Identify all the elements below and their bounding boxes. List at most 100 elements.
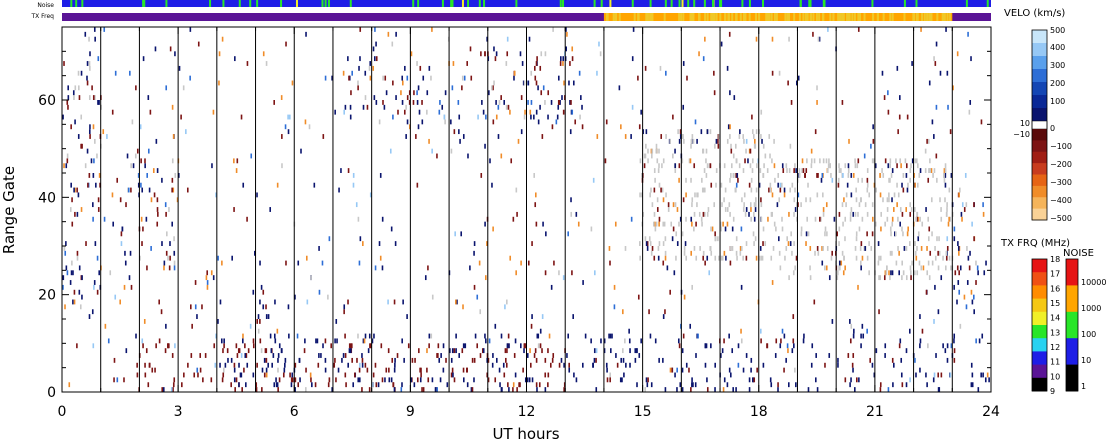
scatter-cell <box>599 51 602 57</box>
scatter-cell <box>359 362 361 368</box>
scatter-cell <box>567 231 569 237</box>
scatter-cell <box>343 309 345 315</box>
scatter-cell <box>168 265 171 271</box>
y-tick-label: 60 <box>38 93 56 109</box>
scatter-cell <box>150 246 152 251</box>
scatter-cell <box>791 250 793 256</box>
scatter-cell <box>878 255 880 261</box>
scatter-cell <box>676 241 679 246</box>
scatter-cell <box>205 275 208 281</box>
velocity-colorbar-label: 500 <box>1050 26 1065 35</box>
scatter-cell <box>647 148 649 154</box>
scatter-cell <box>459 138 461 144</box>
scatter-cell <box>926 382 928 388</box>
scatter-cell <box>820 216 822 222</box>
scatter-cell <box>176 197 179 203</box>
scatter-cell <box>706 129 709 135</box>
scatter-cell <box>92 124 95 130</box>
scatter-cell <box>392 382 395 388</box>
scatter-cell <box>401 75 404 81</box>
scatter-cell <box>909 328 911 334</box>
scatter-cell <box>656 158 659 164</box>
scatter-cell <box>665 192 667 198</box>
scatter-cell <box>790 100 793 105</box>
scatter-cell <box>730 173 732 178</box>
scatter-cell <box>774 177 776 183</box>
scatter-cell <box>73 299 76 305</box>
scatter-cell <box>816 85 818 91</box>
scatter-cell <box>795 202 798 208</box>
scatter-cell <box>259 299 261 305</box>
scatter-cell <box>703 211 706 217</box>
scatter-cell <box>674 148 676 154</box>
scatter-cell <box>769 153 771 159</box>
scatter-cell <box>729 124 731 130</box>
scatter-cell <box>950 265 952 271</box>
scatter-cell <box>830 255 833 261</box>
scatter-cell <box>806 158 808 164</box>
scatter-cell <box>658 163 660 169</box>
scatter-cell <box>284 124 287 130</box>
scatter-cell <box>69 207 72 212</box>
scatter-cell <box>277 357 279 363</box>
scatter-cell <box>416 100 419 105</box>
scatter-cell <box>944 173 947 178</box>
scatter-cell <box>960 211 963 217</box>
scatter-cell <box>517 138 520 144</box>
scatter-cell <box>669 138 672 144</box>
scatter-cell <box>495 114 498 120</box>
scatter-cell <box>471 387 474 392</box>
scatter-cell <box>786 343 789 349</box>
scatter-cell <box>516 387 518 392</box>
scatter-cell <box>536 333 539 339</box>
scatter-cell <box>318 353 320 358</box>
scatter-cell <box>883 275 886 281</box>
scatter-cell <box>787 348 789 354</box>
scatter-cell <box>562 275 565 281</box>
scatter-cell <box>400 387 403 392</box>
scatter-cell <box>826 231 828 237</box>
scatter-cell <box>895 260 898 266</box>
velocity-swatch <box>1032 56 1047 70</box>
scatter-cell <box>928 168 930 173</box>
scatter-cell <box>97 56 100 62</box>
scatter-cell <box>592 362 594 368</box>
scatter-cell <box>819 158 821 164</box>
txfreq-strip-mark <box>915 13 918 21</box>
scatter-cell <box>704 362 707 368</box>
scatter-cell <box>539 65 542 71</box>
scatter-cell <box>702 250 705 256</box>
scatter-cell <box>667 207 670 212</box>
scatter-cell <box>723 250 726 256</box>
scatter-cell <box>128 275 131 281</box>
scatter-cell <box>639 241 641 246</box>
txfreq-colorbar-label: 15 <box>1050 299 1060 308</box>
scatter-cell <box>915 372 917 378</box>
scatter-cell <box>603 348 606 354</box>
scatter-cell <box>777 387 779 392</box>
scatter-cell <box>364 333 367 339</box>
scatter-cell <box>210 270 213 276</box>
scatter-cell <box>789 187 791 193</box>
scatter-cell <box>88 173 91 178</box>
scatter-cell <box>375 100 378 105</box>
scatter-cell <box>479 309 482 315</box>
scatter-cell <box>720 226 722 232</box>
scatter-cell <box>720 182 723 188</box>
scatter-cell <box>651 153 653 159</box>
noise-strip-mark <box>222 0 225 7</box>
scatter-cell <box>356 357 358 363</box>
scatter-cell <box>682 333 685 339</box>
scatter-cell <box>134 153 137 159</box>
scatter-cell <box>850 323 853 329</box>
scatter-cell <box>361 362 364 368</box>
txfreq-strip-mark <box>839 13 842 21</box>
scatter-cell <box>872 124 874 130</box>
scatter-cell <box>783 333 786 339</box>
scatter-cell <box>946 236 949 242</box>
scatter-cell <box>802 168 805 173</box>
scatter-cell <box>906 187 909 193</box>
scatter-cell <box>562 61 564 66</box>
scatter-cell <box>953 348 956 354</box>
scatter-cell <box>394 357 396 363</box>
